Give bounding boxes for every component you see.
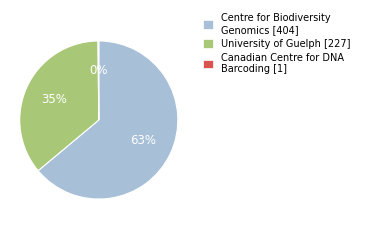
Text: 35%: 35% [41,93,67,106]
Text: 0%: 0% [89,65,108,78]
Wedge shape [38,41,178,199]
Wedge shape [98,41,99,120]
Legend: Centre for Biodiversity
Genomics [404], University of Guelph [227], Canadian Cen: Centre for Biodiversity Genomics [404], … [201,11,352,76]
Wedge shape [20,41,99,171]
Text: 63%: 63% [130,134,156,147]
